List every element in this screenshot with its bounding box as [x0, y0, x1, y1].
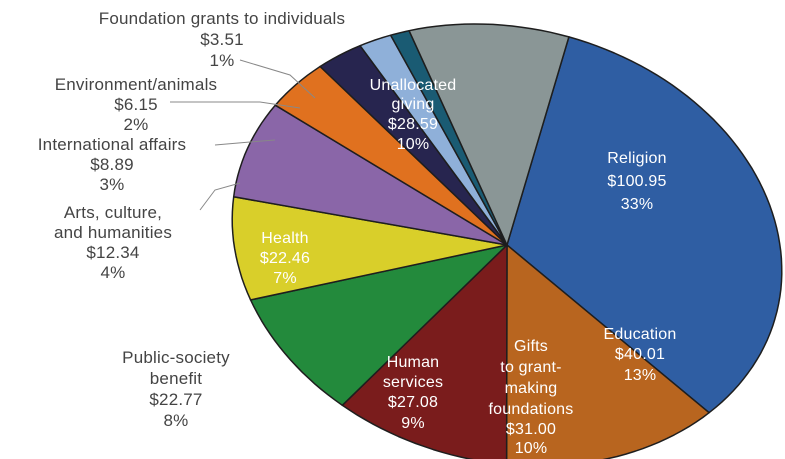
label-intl-value: $8.89 [90, 155, 134, 174]
pie-slice-env [359, 34, 508, 246]
label-intl-pct: 3% [100, 175, 125, 194]
label-public-name-1: Public-society [122, 348, 230, 367]
pie-slice-education [505, 244, 710, 459]
leader-line-indiv [239, 59, 316, 99]
label-arts-name-2: and humanities [54, 223, 172, 242]
label-religion-name: Religion [607, 150, 666, 167]
pie-slice-unalloc [408, 23, 570, 246]
leader-line-env [170, 101, 301, 109]
label-religion-pct: 33% [621, 196, 654, 213]
label-religion-value: $100.95 [607, 173, 666, 190]
label-public-pct: 8% [164, 411, 189, 430]
pie-slice-religion [506, 36, 783, 414]
label-indiv-name: Foundation grants to individuals [99, 9, 345, 28]
label-env-value: $6.15 [114, 95, 158, 114]
pie-slice-arts [274, 65, 508, 246]
inside-labels: Religion $100.95 33% Education $40.01 13… [260, 77, 677, 457]
leader-line-arts [199, 182, 241, 211]
label-arts-value: $12.34 [86, 243, 139, 262]
label-gifts-value: $31.00 [506, 421, 556, 438]
label-health-name: Health [261, 230, 308, 247]
pie-slice-health [232, 104, 508, 246]
pie-slice-gifts [341, 244, 508, 459]
label-human-value: $27.08 [388, 394, 438, 411]
outside-labels: Foundation grants to individuals $3.51 1… [38, 9, 345, 430]
label-human-name-1: Human [387, 354, 440, 371]
label-education-name: Education [604, 326, 677, 343]
label-env-pct: 2% [124, 115, 149, 134]
label-human-pct: 9% [401, 415, 425, 432]
label-education-pct: 13% [624, 367, 657, 384]
label-indiv-value: $3.51 [200, 30, 244, 49]
label-gifts-pct: 10% [515, 440, 548, 457]
pie-slice-indiv [389, 29, 508, 246]
leader-line-intl [214, 139, 276, 146]
label-env-name: Environment/animals [55, 75, 218, 94]
label-health-value: $22.46 [260, 250, 310, 267]
label-unalloc-pct: 10% [397, 136, 430, 153]
pie-slice-human [249, 244, 508, 407]
label-gifts-name-2: to grant- [500, 359, 561, 376]
label-unalloc-value: $28.59 [388, 116, 438, 133]
pie-slice-public [231, 196, 508, 301]
pie-slices [231, 23, 783, 459]
label-health-pct: 7% [273, 270, 297, 287]
label-gifts-name-1: Gifts [514, 338, 548, 355]
label-unalloc-name-2: giving [391, 96, 434, 113]
label-human-name-2: services [383, 374, 443, 391]
label-indiv-pct: 1% [210, 51, 235, 70]
label-gifts-name-3: making [505, 380, 558, 397]
label-public-name-2: benefit [150, 369, 203, 388]
label-intl-name: International affairs [38, 135, 186, 154]
label-public-value: $22.77 [149, 390, 202, 409]
label-arts-name-1: Arts, culture, [64, 203, 162, 222]
pie-slice-intl [319, 44, 508, 246]
label-arts-pct: 4% [101, 263, 126, 282]
leader-lines [170, 59, 316, 211]
label-gifts-name-4: foundations [489, 401, 574, 418]
label-education-value: $40.01 [615, 346, 665, 363]
label-unalloc-name-1: Unallocated [370, 77, 457, 94]
